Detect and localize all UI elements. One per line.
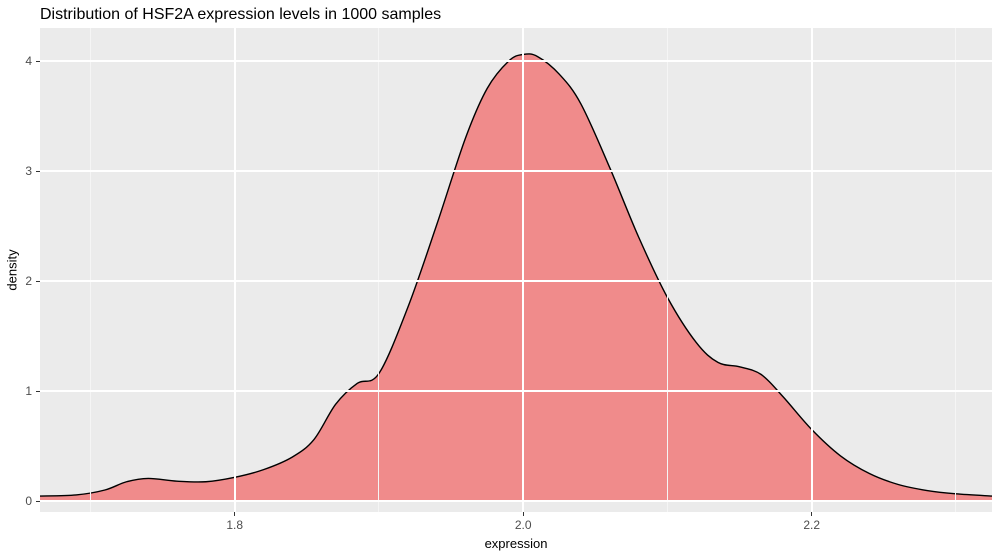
x-tick-label: 1.8 (226, 518, 243, 532)
y-tick-mark (36, 501, 40, 502)
grid-major-x (234, 28, 236, 512)
grid-minor-x (378, 28, 379, 512)
x-tick-mark (811, 512, 812, 516)
grid-major-y (40, 170, 992, 172)
y-tick-label: 2 (25, 274, 32, 288)
y-tick-label: 0 (25, 494, 32, 508)
grid-minor-x (667, 28, 668, 512)
y-tick-mark (36, 391, 40, 392)
grid-minor-x (90, 28, 91, 512)
grid-major-y (40, 60, 992, 62)
x-axis-label: expression (485, 536, 548, 551)
x-tick-mark (234, 512, 235, 516)
grid-major-y (40, 500, 992, 502)
grid-major-x (811, 28, 813, 512)
grid-major-y (40, 280, 992, 282)
grid-minor-x (955, 28, 956, 512)
density-chart: Distribution of HSF2A expression levels … (0, 0, 1000, 560)
y-tick-label: 4 (25, 54, 32, 68)
y-tick-mark (36, 171, 40, 172)
y-tick-mark (36, 61, 40, 62)
grid-major-y (40, 390, 992, 392)
y-tick-label: 1 (25, 384, 32, 398)
density-area (40, 54, 992, 501)
y-tick-label: 3 (25, 164, 32, 178)
y-tick-mark (36, 281, 40, 282)
grid-major-x (522, 28, 524, 512)
x-tick-label: 2.2 (803, 518, 820, 532)
x-tick-label: 2.0 (515, 518, 532, 532)
x-tick-mark (523, 512, 524, 516)
y-axis-label: density (5, 249, 20, 290)
